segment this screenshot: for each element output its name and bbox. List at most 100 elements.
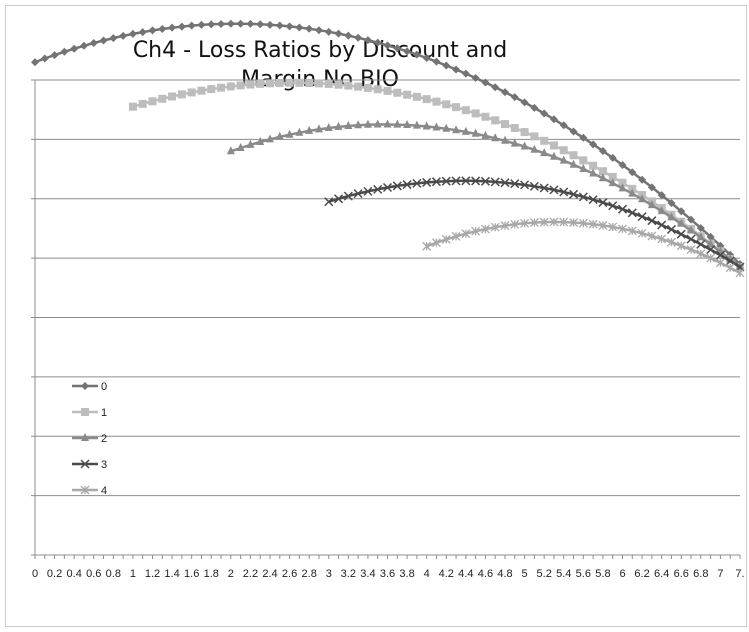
marker-asterisk (480, 224, 490, 234)
marker-asterisk (500, 221, 510, 231)
marker-asterisk (647, 231, 657, 241)
marker-square (354, 82, 363, 91)
x-tick-label: 6 (619, 568, 625, 580)
marker-x (382, 182, 393, 193)
x-tick-label: 0.2 (47, 568, 62, 580)
marker-x (334, 194, 344, 204)
marker-diamond (246, 19, 255, 28)
marker-square (81, 408, 89, 416)
marker-diamond (432, 57, 441, 66)
marker-diamond (31, 58, 39, 67)
marker-diamond (217, 19, 226, 28)
marker-x (666, 224, 676, 234)
x-tick-label: 2.4 (262, 568, 277, 580)
x-tick-label: 0 (32, 568, 38, 580)
marker-diamond (373, 38, 382, 47)
marker-square (314, 79, 323, 88)
marker-triangle (667, 212, 676, 221)
x-tick-label: 5.2 (537, 568, 552, 580)
marker-x (598, 198, 608, 208)
marker-triangle (412, 120, 421, 129)
marker-triangle (246, 139, 255, 148)
marker-x (451, 176, 461, 186)
marker-diamond (334, 29, 343, 38)
marker-diamond (403, 47, 412, 56)
x-tick-label: 5.6 (576, 568, 591, 580)
marker-square (530, 132, 539, 141)
marker-triangle (461, 126, 470, 135)
x-tick-label: 2.2 (243, 568, 258, 580)
marker-x (402, 180, 412, 190)
marker-diamond (667, 199, 676, 208)
marker-diamond (60, 47, 69, 56)
marker-x (608, 201, 618, 211)
marker-x (715, 250, 725, 260)
x-tick-label: 1.8 (204, 568, 219, 580)
marker-triangle (81, 433, 89, 441)
marker-triangle (657, 206, 666, 215)
x-tick-label: 4.8 (497, 568, 512, 580)
marker-square (481, 112, 490, 121)
marker-diamond (579, 133, 588, 142)
marker-diamond (128, 29, 137, 38)
marker-diamond (687, 215, 696, 224)
marker-asterisk (725, 263, 735, 273)
marker-square (432, 97, 441, 106)
series-0 (31, 19, 744, 269)
marker-triangle (696, 232, 705, 241)
x-tick-label: 1 (130, 568, 136, 580)
marker-square (138, 99, 147, 108)
marker-square (559, 146, 568, 155)
marker-x (706, 245, 716, 255)
marker-asterisk (618, 224, 627, 234)
marker-triangle (226, 146, 235, 155)
marker-diamond (442, 61, 451, 70)
marker-triangle (403, 120, 412, 129)
marker-diamond (628, 168, 637, 177)
marker-square (128, 102, 137, 111)
marker-x (617, 204, 628, 214)
marker-asterisk (559, 217, 569, 227)
marker-triangle (373, 119, 382, 128)
marker-triangle (559, 155, 568, 164)
marker-diamond (148, 26, 157, 35)
marker-square (373, 85, 382, 94)
marker-x (441, 176, 451, 186)
marker-diamond (187, 21, 196, 30)
x-tick-label: 0.4 (67, 568, 82, 580)
marker-x (480, 176, 490, 186)
marker-asterisk (80, 485, 90, 495)
marker-x (500, 178, 510, 188)
marker-triangle (549, 151, 558, 160)
marker-diamond (393, 44, 402, 53)
marker-asterisk (608, 222, 618, 232)
x-tick-label: 4.6 (478, 568, 493, 580)
marker-square (549, 141, 558, 150)
marker-triangle (305, 125, 314, 134)
marker-square (422, 95, 431, 104)
marker-x (363, 186, 373, 196)
marker-asterisk (549, 217, 559, 227)
marker-diamond (471, 73, 480, 82)
marker-asterisk (588, 219, 598, 229)
marker-diamond (256, 20, 265, 29)
x-tick-label: 5.4 (556, 568, 571, 580)
marker-diamond (99, 36, 108, 45)
marker-diamond (177, 22, 186, 31)
marker-square (501, 120, 509, 129)
marker-triangle (452, 125, 461, 134)
marker-square (256, 79, 265, 88)
marker-asterisk (706, 253, 716, 263)
x-tick-label: 6.8 (693, 568, 708, 580)
marker-x (422, 177, 432, 187)
marker-triangle (530, 144, 539, 153)
marker-diamond (569, 127, 578, 136)
marker-x (569, 189, 579, 199)
marker-x (549, 185, 559, 195)
legend-label: 3 (101, 459, 107, 471)
marker-triangle (432, 122, 441, 131)
marker-asterisk (637, 228, 647, 238)
marker-square (510, 123, 519, 132)
x-tick-label: 3.4 (360, 568, 375, 580)
marker-x (490, 177, 500, 187)
